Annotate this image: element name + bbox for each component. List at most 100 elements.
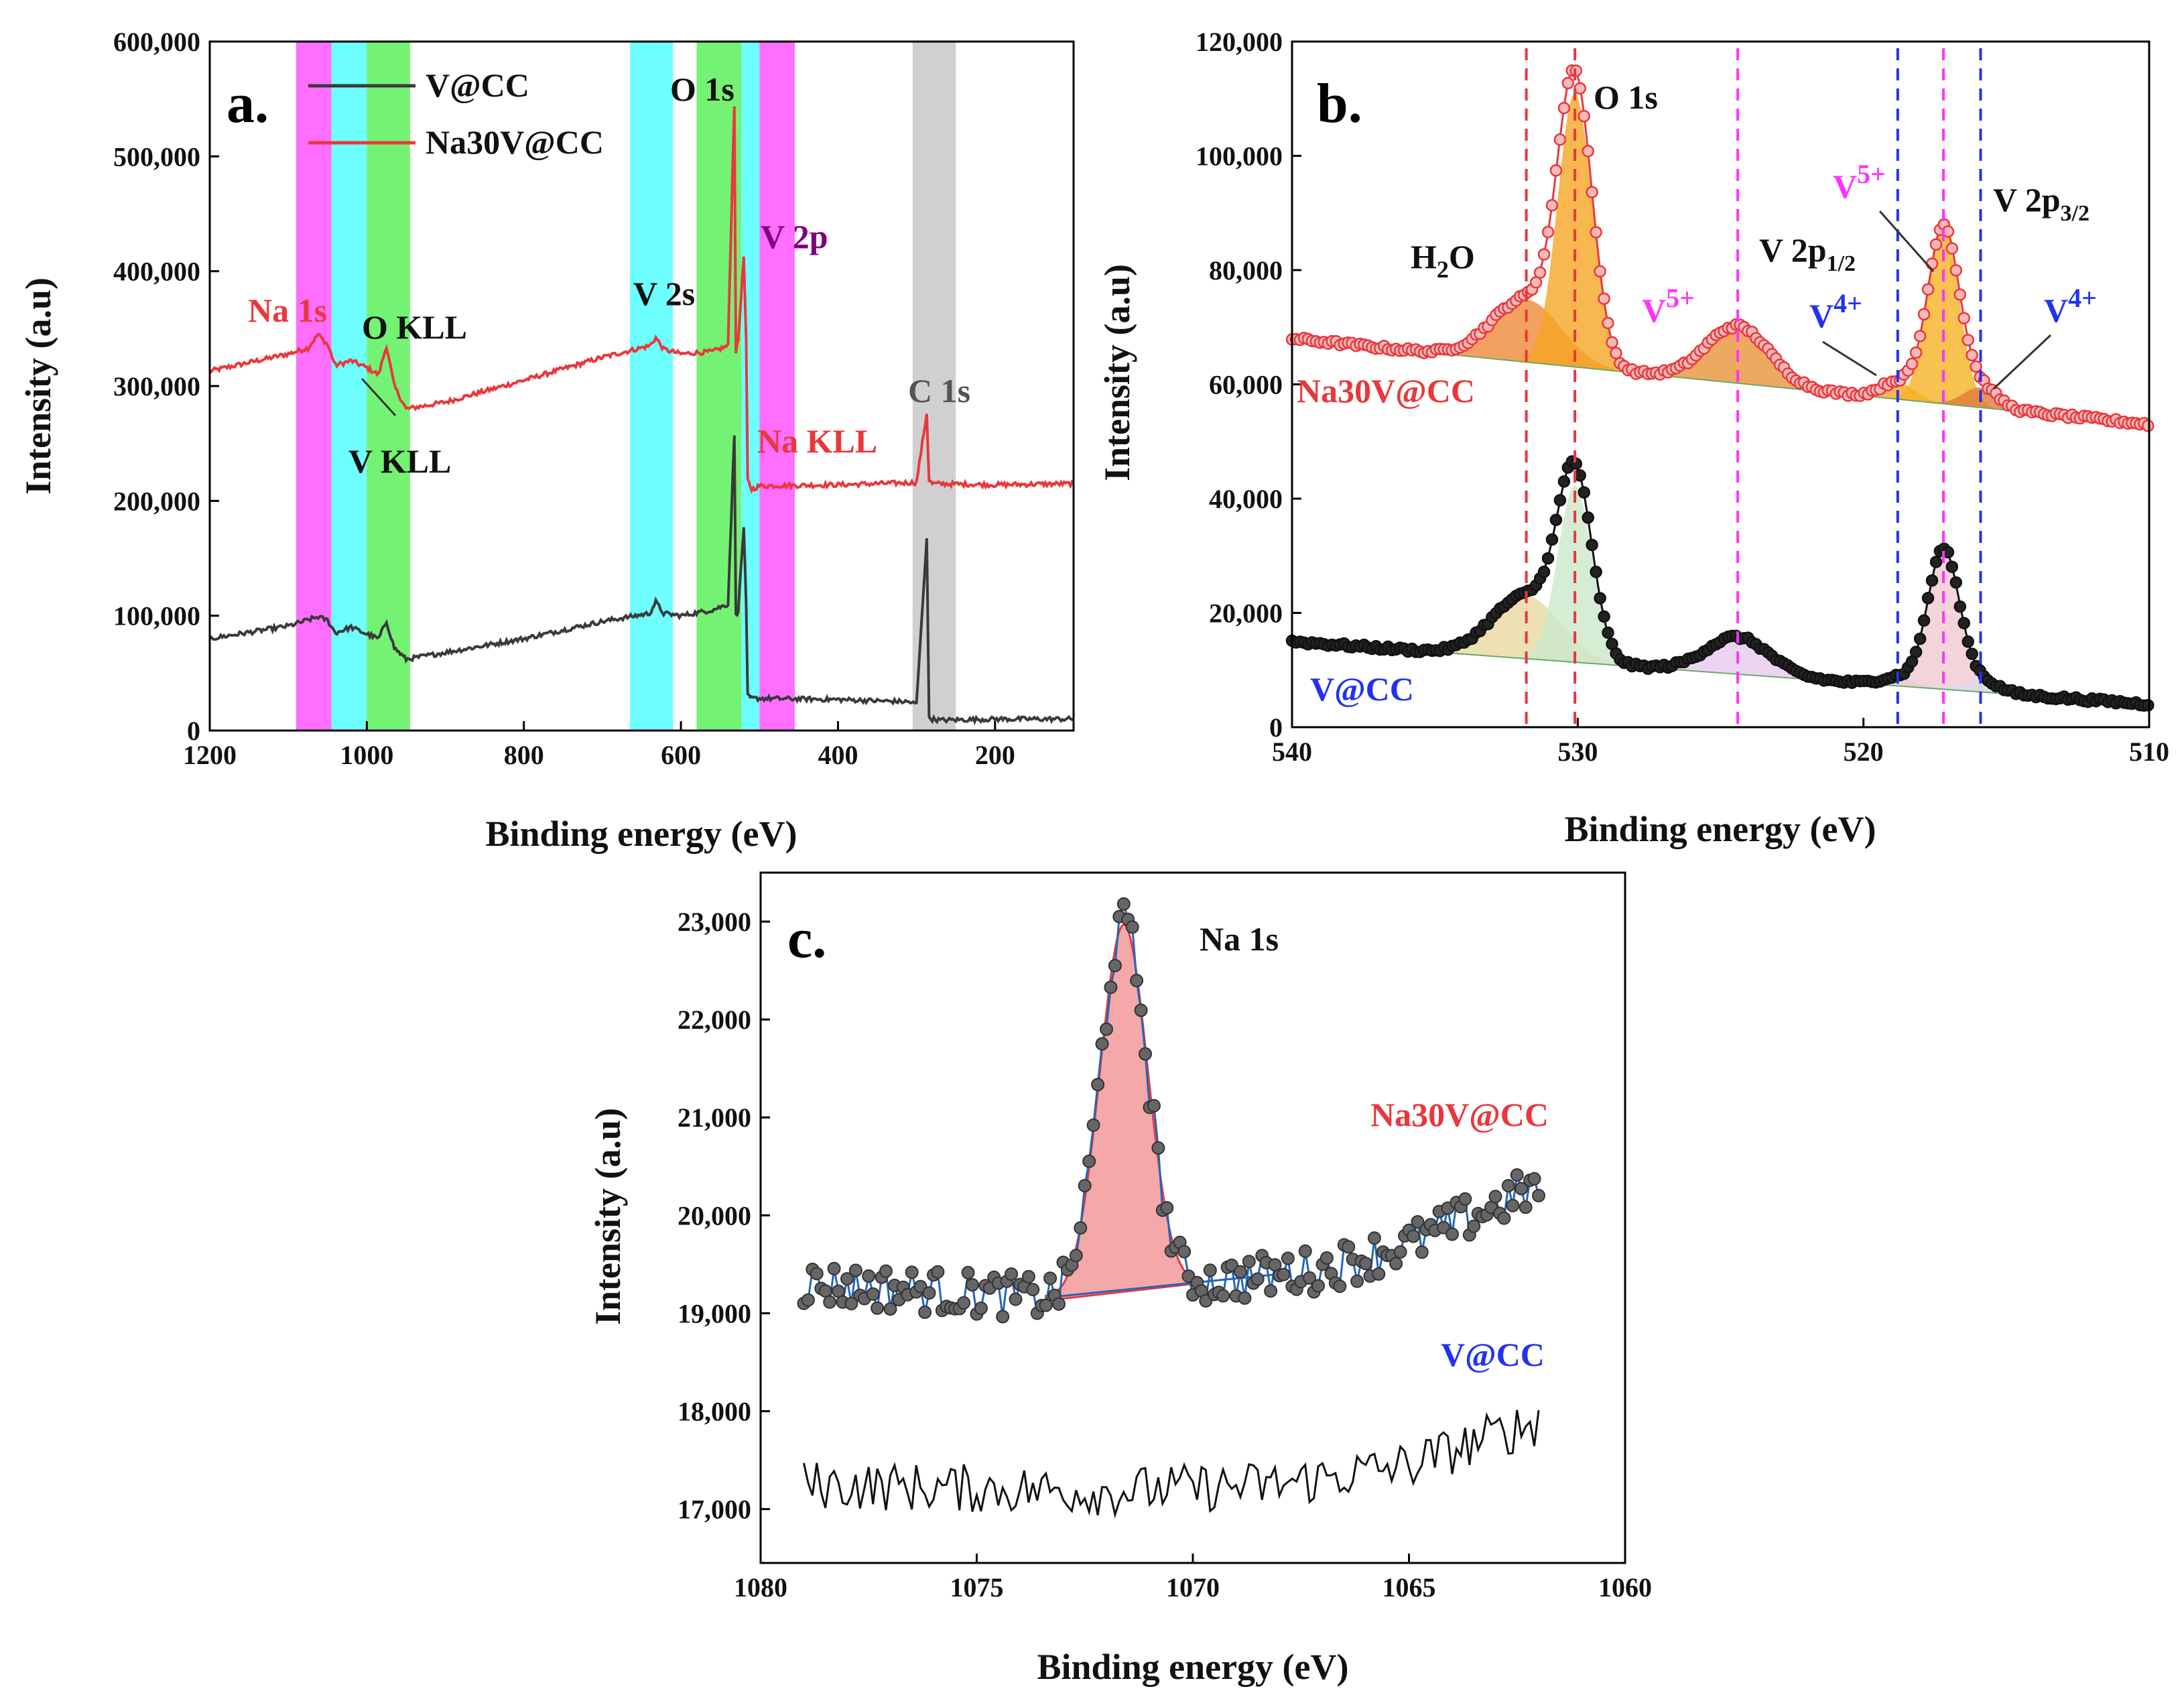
a-annot-v2s: V 2s — [633, 275, 695, 312]
c-na30-point — [918, 1305, 932, 1319]
a-shaded-band — [629, 42, 673, 731]
c-y-tick-label: 19,000 — [678, 1298, 751, 1328]
b-series-na30vcc-point — [1598, 292, 1610, 305]
b-series-na30vcc-point — [1962, 334, 1974, 347]
c-na30-point — [840, 1272, 854, 1286]
b-series-na30vcc-point — [1545, 199, 1559, 212]
c-na30-point — [974, 1302, 988, 1315]
c-na30-point — [1415, 1245, 1429, 1259]
c-na30-point — [1350, 1274, 1364, 1288]
a-shaded-band — [367, 42, 410, 731]
c-na30-point — [996, 1310, 1010, 1324]
c-na30-point — [1238, 1291, 1252, 1305]
b-x-tick-label: 510 — [2129, 737, 2169, 767]
c-na30-point — [1510, 1168, 1524, 1182]
b-series-vcc-point — [1953, 600, 1967, 613]
b-series-na30vcc-point — [1957, 312, 1970, 324]
c-na30-point — [1298, 1244, 1312, 1258]
b-series-na30vcc-point — [1582, 145, 1594, 158]
c-na30-point — [1264, 1284, 1278, 1298]
c-y-tick-label: 23,000 — [678, 907, 751, 937]
c-na30-point — [1458, 1192, 1472, 1206]
b-series-vcc-point — [1909, 645, 1923, 659]
c-x-tick-label: 1075 — [950, 1572, 1004, 1602]
b-series-vcc-point — [1594, 592, 1606, 605]
b-series-na30vcc-point — [1557, 101, 1571, 115]
c-na30-point — [823, 1295, 837, 1309]
c-na30-point — [1074, 1221, 1088, 1235]
b-series-na30vcc-peak-fill — [1889, 387, 2069, 417]
b-series-na30vcc-point — [1606, 336, 1618, 349]
a-y-axis-label: Intensity (a.u) — [18, 277, 58, 495]
a-annot-nakll: Na KLL — [757, 422, 877, 460]
c-na30-point — [1100, 1022, 1113, 1036]
c-na30-point — [1303, 1271, 1317, 1285]
c-na30-point — [1160, 1201, 1174, 1215]
b-y-tick-label: 60,000 — [1209, 370, 1283, 400]
c-annot-na1s: Na 1s — [1200, 920, 1279, 958]
c-na30-point — [1501, 1179, 1515, 1193]
b-series-vcc-point — [1537, 565, 1551, 578]
b-series-vcc-point — [2142, 699, 2155, 712]
b-series-na30vcc-peak-fill — [1852, 227, 2033, 413]
b-label-na30: Na30V@CC — [1297, 372, 1475, 410]
c-na30-point — [1039, 1298, 1053, 1312]
c-na30-point — [1130, 974, 1144, 987]
c-na30-point — [1281, 1251, 1295, 1265]
a-y-tick-label: 200,000 — [113, 486, 200, 516]
b-plot-frame — [1291, 40, 2150, 729]
c-na30-point — [1467, 1219, 1481, 1233]
a-y-tick-label: 600,000 — [113, 27, 200, 57]
c-x-tick-label: 1070 — [1166, 1572, 1220, 1602]
b-series-na30vcc-point — [1561, 76, 1575, 90]
b-series-na30vcc-peak-fill — [1483, 92, 1664, 376]
b-series-na30vcc-point — [1610, 347, 1622, 360]
c-na30-point — [1104, 981, 1118, 995]
c-na30-point — [1446, 1227, 1459, 1241]
a-annot-okll: O KLL — [362, 308, 467, 346]
b-series-na30vcc-point — [1590, 226, 1602, 239]
c-na30-point — [1277, 1267, 1291, 1281]
c-na30-point — [1052, 1297, 1066, 1311]
c-ticks: 1080 1075 1070 1065 1060 17,000 18,000 19,000 20… — [678, 907, 1652, 1602]
c-y-tick-label: 17,000 — [678, 1495, 751, 1525]
c-series — [797, 897, 1545, 1519]
a-shaded-band — [912, 42, 956, 731]
b-series-vcc-point — [1578, 486, 1590, 499]
c-na30-point — [1488, 1190, 1502, 1204]
c-na30-point — [1406, 1229, 1420, 1243]
a-ticks: 1200 1000 800 600 400 200 0 100,000 200,000 300,0… — [113, 27, 1015, 770]
c-na30-point — [931, 1265, 945, 1279]
b-series-na30vcc-point — [1541, 225, 1555, 239]
c-na30-point — [1043, 1271, 1057, 1285]
b-series-na30vcc-point — [1573, 82, 1586, 95]
c-na30-point — [1389, 1257, 1403, 1271]
b-y-tick-label: 20,000 — [1209, 599, 1283, 629]
c-na30-point — [1026, 1283, 1040, 1297]
b-y-tick-label: 120,000 — [1196, 27, 1283, 57]
a-x-tick-label: 800 — [504, 740, 544, 770]
a-shaded-band — [331, 42, 367, 731]
c-na30-point — [827, 1261, 841, 1275]
c-na30-point — [1005, 1267, 1019, 1281]
b-series-na30vcc-point — [1970, 360, 1982, 373]
c-na30-point — [1116, 897, 1131, 911]
a-annot-na1s: Na 1s — [248, 292, 327, 329]
a-series-vcc-line — [209, 435, 1074, 726]
c-na30-point — [871, 1301, 885, 1315]
a-y-tick-label: 300,000 — [113, 371, 200, 401]
b-series-na30vcc-point — [1909, 346, 1923, 359]
a-series-na30vcc-line — [208, 106, 1075, 495]
b-annot-v2p12: V 2p1/2 — [1759, 231, 1856, 276]
c-na30-point — [810, 1267, 824, 1281]
c-label-vcc: V@CC — [1441, 1336, 1545, 1373]
b-series-vcc-point — [1921, 592, 1935, 605]
a-arrow-vkll — [361, 377, 397, 417]
c-na30-point — [801, 1293, 815, 1307]
b-series-na30vcc-point — [1594, 265, 1606, 278]
c-plot-frame — [759, 871, 1626, 1564]
c-na30-point — [1519, 1200, 1533, 1214]
c-na30-point — [1333, 1279, 1347, 1294]
a-annot-v2p: V 2p — [761, 218, 828, 255]
b-series-na30vcc-point — [1905, 357, 1919, 371]
